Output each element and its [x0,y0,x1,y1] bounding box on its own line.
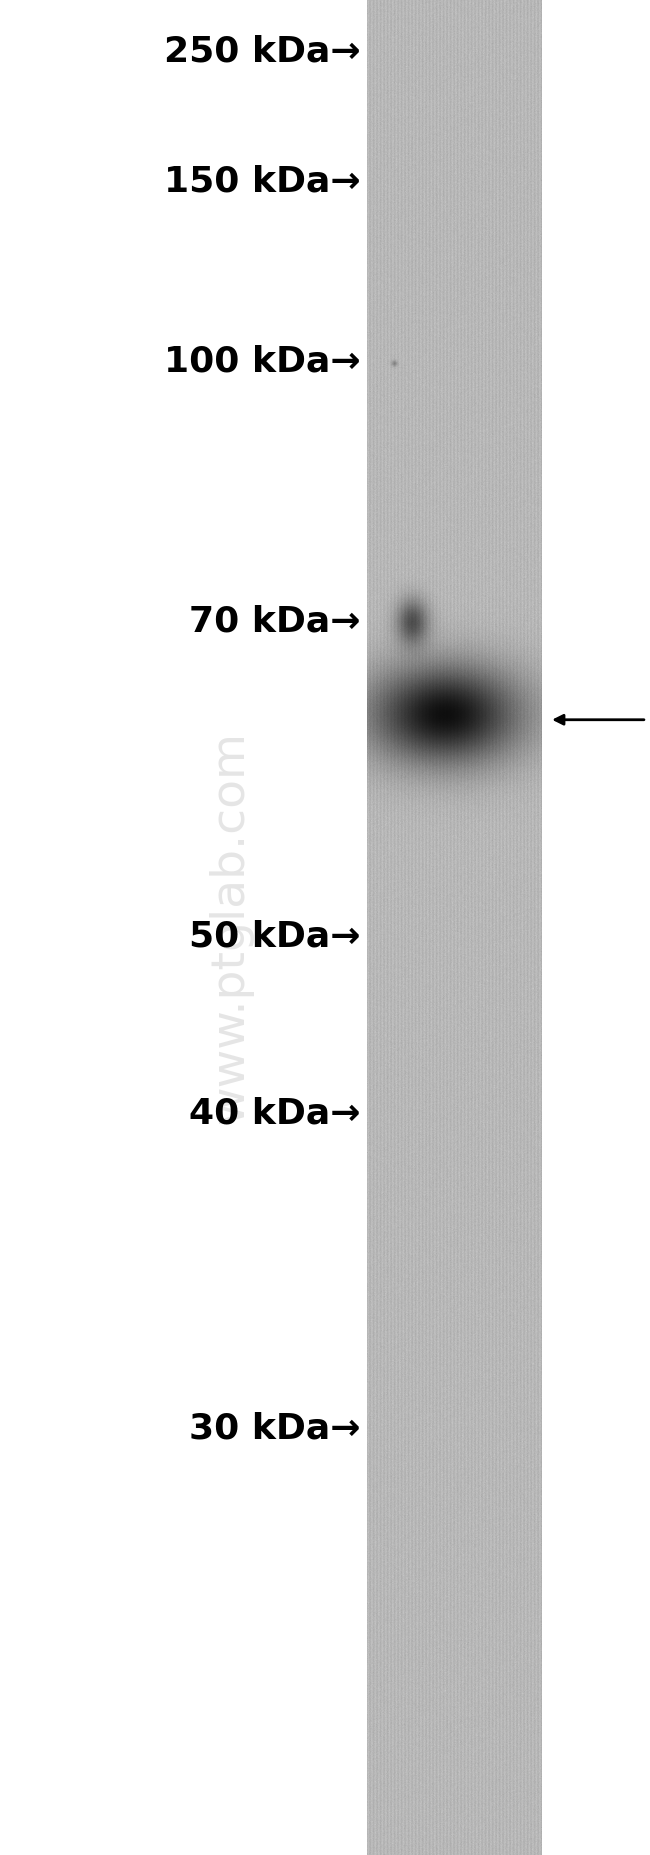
Text: 250 kDa→: 250 kDa→ [164,35,361,69]
Text: 70 kDa→: 70 kDa→ [189,605,361,638]
Text: 30 kDa→: 30 kDa→ [189,1412,361,1445]
Text: 50 kDa→: 50 kDa→ [189,920,361,953]
Text: 40 kDa→: 40 kDa→ [189,1096,361,1130]
Text: 100 kDa→: 100 kDa→ [164,345,361,378]
Text: www.ptglab.com: www.ptglab.com [208,731,254,1124]
Text: 150 kDa→: 150 kDa→ [164,165,361,198]
